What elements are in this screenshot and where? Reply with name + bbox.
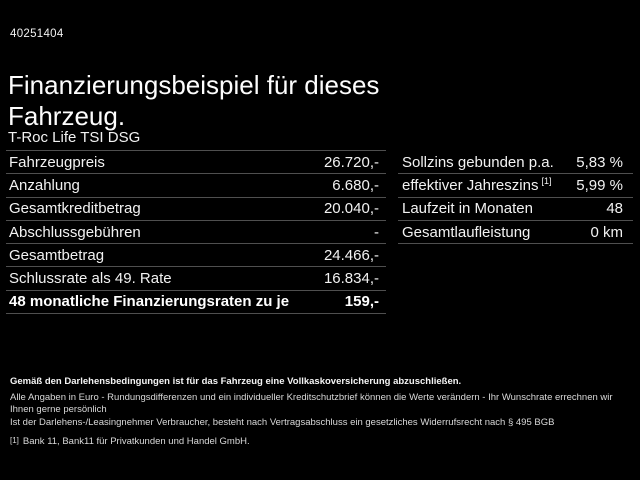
table-row-term-months: Laufzeit in Monaten 48 bbox=[398, 198, 633, 221]
row-label: Fahrzeugpreis bbox=[9, 153, 105, 171]
row-value: 20.040,- bbox=[323, 200, 379, 218]
row-label: effektiver Jahreszins [1] bbox=[402, 175, 552, 194]
insurance-note: Gemäß den Darlehensbedingungen ist für d… bbox=[10, 376, 462, 387]
row-value: 5,99 % bbox=[576, 176, 623, 194]
footnote-marker: [1] bbox=[10, 436, 19, 445]
row-value: 16.834,- bbox=[323, 270, 379, 288]
row-value: 0 km bbox=[590, 223, 623, 241]
table-row-closing-fees: Abschlussgebühren - bbox=[6, 221, 386, 245]
legal-footer: Gemäß den Darlehensbedingungen ist für d… bbox=[10, 376, 632, 449]
vehicle-id: 40251404 bbox=[10, 28, 64, 40]
row-label: Gesamtbetrag bbox=[9, 246, 105, 264]
table-row-down-payment: Anzahlung 6.680,- bbox=[6, 174, 386, 198]
row-label: Sollzins gebunden p.a. bbox=[402, 153, 554, 171]
row-label: Gesamtkreditbetrag bbox=[9, 200, 141, 218]
row-value: 26.720,- bbox=[323, 153, 379, 171]
table-row-total-amount: Gesamtbetrag 24.466,- bbox=[6, 244, 386, 268]
disclaimer-line-1: Alle Angaben in Euro - Rundungsdifferenz… bbox=[10, 391, 613, 416]
row-label: Gesamtlaufleistung bbox=[402, 223, 531, 241]
row-value: 6.680,- bbox=[332, 176, 379, 194]
footnote-reference: [1] bbox=[541, 175, 552, 186]
table-row-total-credit: Gesamtkreditbetrag 20.040,- bbox=[6, 198, 386, 221]
row-value: 24.466,- bbox=[323, 246, 379, 264]
finance-table: Fahrzeugpreis 26.720,- Anzahlung 6.680,-… bbox=[6, 150, 386, 315]
footnote-bank: [1] Bank 11, Bank11 für Privatkunden und … bbox=[10, 436, 250, 447]
table-row-vehicle-price: Fahrzeugpreis 26.720,- bbox=[6, 151, 386, 175]
row-label: 48 monatliche Finanzierungsraten zu je bbox=[9, 293, 290, 311]
row-value: - bbox=[374, 223, 379, 241]
row-label: Anzahlung bbox=[9, 176, 80, 194]
conditions-table: Sollzins gebunden p.a. 5,83 % effektiver… bbox=[398, 151, 633, 245]
row-label: Schlussrate als 49. Rate bbox=[9, 270, 172, 288]
disclaimer-line-2: Ist der Darlehens-/Leasingnehmer Verbrau… bbox=[10, 416, 555, 428]
table-row-total-mileage: Gesamtlaufleistung 0 km bbox=[398, 221, 633, 245]
row-label: Laufzeit in Monaten bbox=[402, 200, 533, 218]
page-title: Finanzierungsbeispiel für dieses Fahrzeu… bbox=[8, 70, 380, 132]
vehicle-model-name: T-Roc Life TSI DSG bbox=[8, 129, 141, 146]
row-label: Abschlussgebühren bbox=[9, 223, 141, 241]
row-value: 5,83 % bbox=[576, 153, 623, 171]
row-value: 159,- bbox=[344, 293, 379, 311]
table-row-final-installment: Schlussrate als 49. Rate 16.834,- bbox=[6, 267, 386, 291]
row-value: 48 bbox=[606, 200, 623, 218]
table-row-effective-apr: effektiver Jahreszins [1] 5,99 % bbox=[398, 174, 633, 198]
table-row-fixed-interest: Sollzins gebunden p.a. 5,83 % bbox=[398, 151, 633, 175]
table-row-monthly-rate: 48 monatliche Finanzierungsraten zu je 1… bbox=[6, 291, 386, 315]
